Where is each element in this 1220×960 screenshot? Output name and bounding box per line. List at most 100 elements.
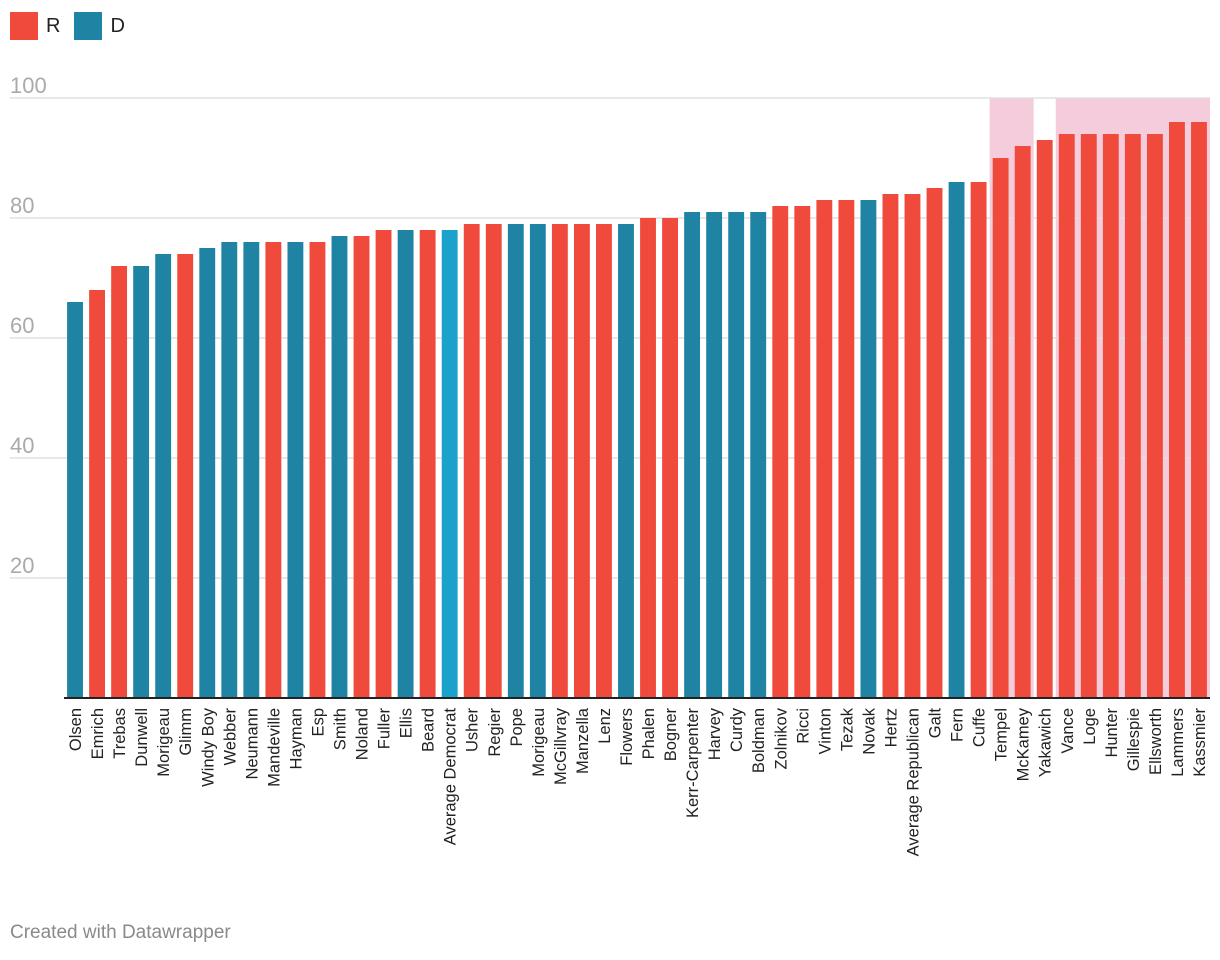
x-tick-label-novak-36: Novak [860, 707, 878, 755]
bar-kassmier-51 [1191, 122, 1207, 698]
bar-novak-36 [860, 200, 877, 698]
bar-trebas-2 [111, 266, 128, 698]
x-tick-label-flowers-25: Flowers [618, 708, 636, 766]
bar-pope-20 [507, 224, 524, 698]
x-tick-label-morigeau-4: Morigeau [155, 708, 173, 777]
bar-esp-11 [309, 242, 326, 698]
bar-usher-18 [463, 224, 480, 698]
x-tick-label-galt-39: Galt [927, 708, 945, 739]
bar-average-republican-38 [904, 194, 921, 698]
bar-ellis-15 [397, 230, 414, 698]
x-tick-label-vinton-34: Vinton [816, 708, 834, 755]
bar-fern-40 [948, 182, 965, 698]
x-tick-label-curdy-30: Curdy [728, 707, 746, 752]
x-tick-label-bogner-27: Bogner [662, 708, 680, 762]
bar-morigeau-4 [155, 254, 172, 698]
bar-hayman-10 [287, 242, 304, 698]
bar-tempel-42 [992, 158, 1009, 698]
bar-neumann-8 [243, 242, 260, 698]
bar-smith-12 [331, 236, 348, 698]
bar-curdy-30 [728, 212, 745, 698]
y-tick-label-60: 60 [10, 313, 34, 338]
x-tick-label-neumann-8: Neumann [243, 708, 261, 780]
x-tick-label-phalen-26: Phalen [640, 708, 658, 759]
bar-harvey-29 [706, 212, 723, 698]
bar-lammers-50 [1169, 122, 1185, 698]
x-tick-label-hertz-37: Hertz [882, 708, 900, 747]
bar-phalen-26 [640, 218, 656, 698]
x-tick-label-average-democrat-17: Average Democrat [442, 708, 460, 846]
x-tick-label-trebas-2: Trebas [111, 708, 129, 759]
x-tick-label-fuller-14: Fuller [376, 708, 394, 750]
bar-bogner-27 [662, 218, 678, 698]
y-tick-label-20: 20 [10, 553, 34, 578]
x-tick-label-glimm-5: Glimm [177, 708, 195, 756]
x-tick-label-beard-16: Beard [420, 708, 438, 752]
x-tick-label-gillespie-48: Gillespie [1125, 708, 1143, 771]
bar-manzella-23 [573, 224, 590, 698]
x-tick-label-harvey-29: Harvey [706, 707, 724, 760]
x-tick-label-lammers-50: Lammers [1169, 708, 1187, 777]
bar-galt-39 [926, 188, 943, 698]
x-tick-label-boldman-31: Boldman [750, 708, 768, 773]
x-tick-label-dunwell-3: Dunwell [133, 708, 151, 767]
x-tick-label-ellsworth-49: Ellsworth [1147, 708, 1165, 775]
x-tick-label-esp-11: Esp [309, 708, 327, 736]
x-tick-label-emrich-1: Emrich [89, 708, 107, 759]
legend-item-d: D [74, 12, 125, 40]
x-tick-label-cuffe-41: Cuffe [971, 708, 989, 747]
x-tick-label-tezak-35: Tezak [838, 707, 856, 751]
x-tick-label-olsen-0: Olsen [67, 708, 85, 751]
legend-label-d: D [110, 14, 125, 37]
x-tick-label-smith-12: Smith [332, 708, 350, 750]
x-tick-label-vance-45: Vance [1059, 708, 1077, 754]
x-tick-label-pope-20: Pope [508, 708, 526, 747]
y-tick-label-40: 40 [10, 433, 34, 458]
bar-vinton-34 [816, 200, 833, 698]
legend-label-r: R [46, 14, 61, 37]
x-tick-label-lenz-24: Lenz [596, 708, 614, 744]
bar-tezak-35 [838, 200, 855, 698]
bar-zolnikov-32 [772, 206, 789, 698]
bar-mandeville-9 [265, 242, 282, 698]
x-tick-label-kerr-carpenter-28: Kerr-Carpenter [684, 708, 702, 819]
y-tick-label-100: 100 [10, 73, 47, 98]
bar-noland-13 [353, 236, 370, 698]
bar-lenz-24 [596, 224, 612, 698]
x-tick-label-usher-18: Usher [464, 707, 482, 752]
x-tick-label-fern-40: Fern [949, 708, 967, 742]
x-tick-label-ricci-33: Ricci [794, 708, 812, 744]
bar-kerr-carpenter-28 [684, 212, 701, 698]
x-tick-label-yakawich-44: Yakawich [1037, 708, 1055, 777]
bar-mcgillvray-22 [551, 224, 568, 698]
bar-glimm-5 [177, 254, 194, 698]
legend-item-r: R [10, 12, 60, 40]
bar-dunwell-3 [133, 266, 150, 698]
bar-olsen-0 [67, 302, 83, 698]
x-tick-label-noland-13: Noland [354, 708, 372, 760]
x-tick-label-loge-46: Loge [1081, 708, 1099, 745]
bar-flowers-25 [618, 224, 634, 698]
bar-average-democrat-17 [441, 230, 458, 698]
bar-windy-boy-6 [199, 248, 216, 698]
bar-gillespie-48 [1124, 134, 1141, 698]
legend: R D [10, 12, 125, 40]
x-tick-label-hunter-47: Hunter [1103, 708, 1121, 758]
bar-loge-46 [1080, 134, 1097, 698]
x-tick-label-zolnikov-32: Zolnikov [772, 707, 790, 769]
footer-credit: Created with Datawrapper [10, 922, 231, 943]
x-tick-label-webber-7: Webber [221, 708, 239, 766]
bar-ricci-33 [794, 206, 811, 698]
x-tick-label-windy-boy-6: Windy Boy [199, 707, 217, 787]
y-tick-label-80: 80 [10, 193, 34, 218]
x-tick-label-morigeau-21: Morigeau [530, 708, 548, 777]
x-tick-label-mckamey-43: McKamey [1015, 707, 1033, 781]
bar-ellsworth-49 [1146, 134, 1163, 698]
x-tick-label-average-republican-38: Average Republican [905, 708, 923, 856]
x-tick-label-kassmier-51: Kassmier [1191, 707, 1209, 776]
x-tick-label-mcgillvray-22: McGillvray [552, 707, 570, 785]
x-tick-label-mandeville-9: Mandeville [265, 708, 283, 787]
legend-swatch-r [10, 12, 38, 40]
x-tick-label-manzella-23: Manzella [574, 707, 592, 774]
